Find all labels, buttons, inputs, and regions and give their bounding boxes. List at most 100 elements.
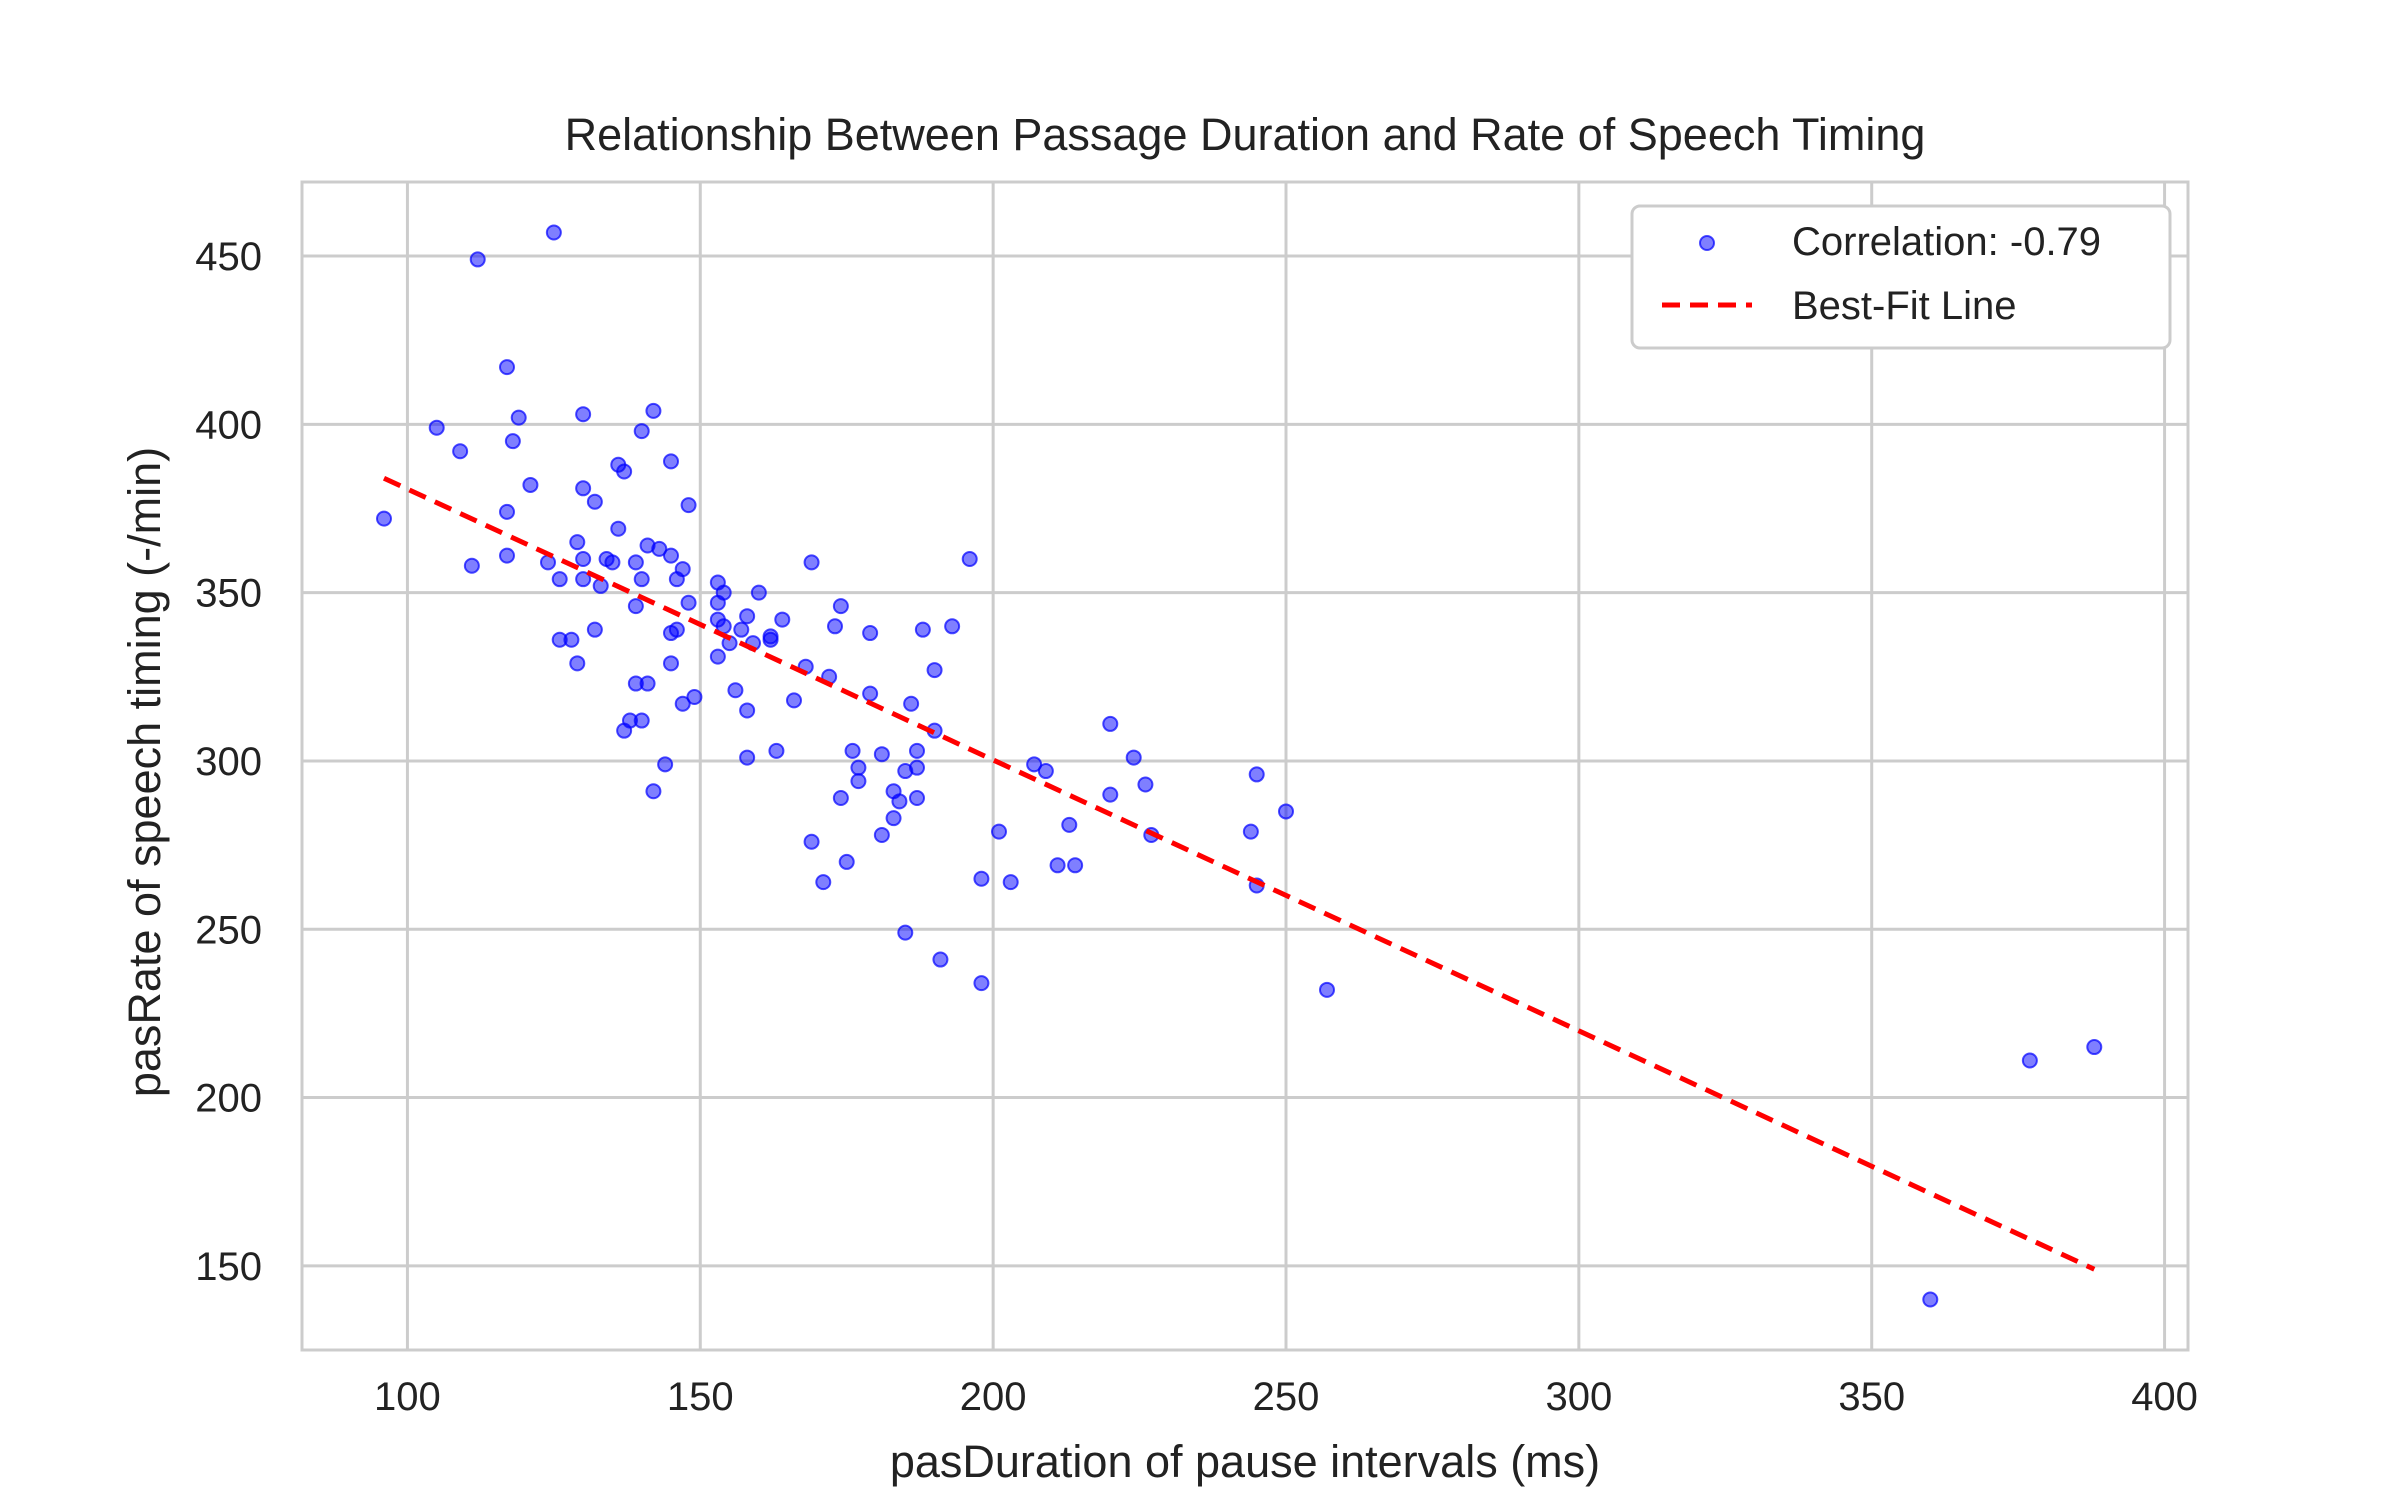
data-point — [627, 554, 644, 571]
y-tick-label: 350 — [195, 572, 262, 616]
data-point — [1137, 776, 1154, 793]
x-tick-label: 400 — [2131, 1375, 2198, 1419]
data-point — [733, 621, 750, 638]
data-point — [663, 655, 679, 672]
data-point — [663, 547, 679, 564]
x-tick-label: 150 — [667, 1375, 734, 1419]
data-point — [1125, 749, 1142, 766]
tick-labels: 100 150 200 250 300 350 400 150 200 250 300 350 400 4… — [195, 235, 2198, 1419]
legend-label-best-fit: Best-Fit Line — [1792, 284, 2017, 328]
data-point — [1278, 803, 1294, 820]
data-point — [873, 827, 890, 844]
data-point — [862, 685, 879, 702]
data-point — [680, 594, 697, 611]
data-point — [674, 561, 691, 578]
data-point — [991, 823, 1007, 840]
data-point — [727, 682, 744, 699]
data-point — [832, 598, 849, 615]
data-point — [909, 742, 925, 759]
data-point — [463, 557, 480, 574]
data-point — [510, 409, 527, 426]
data-point — [1319, 981, 1335, 998]
data-point — [739, 608, 756, 625]
data-point — [651, 540, 668, 557]
data-point — [627, 598, 644, 615]
data-point — [586, 493, 603, 510]
data-point — [932, 951, 949, 968]
y-tick-label: 450 — [195, 235, 262, 279]
data-point — [499, 359, 515, 376]
legend-label-correlation: Correlation: -0.79 — [1792, 220, 2101, 264]
data-point — [657, 756, 674, 773]
x-tick-label: 250 — [1253, 1375, 1320, 1419]
data-point — [909, 759, 925, 776]
legend-box — [1630, 204, 2172, 350]
data-point — [786, 692, 802, 709]
legend: Correlation: -0.79 Best-Fit Line — [1630, 204, 2172, 350]
plot-frame — [300, 180, 2190, 1352]
data-point — [569, 655, 586, 672]
x-tick-label: 100 — [374, 1375, 441, 1419]
data-point — [891, 793, 908, 810]
y-tick-label: 400 — [195, 403, 262, 447]
data-point — [1061, 816, 1078, 833]
data-point — [551, 571, 568, 588]
data-point — [499, 503, 515, 520]
data-point — [1242, 823, 1259, 840]
data-point — [768, 742, 785, 759]
y-tick-label: 150 — [195, 1245, 262, 1289]
data-point — [897, 924, 914, 941]
data-point — [668, 621, 685, 638]
chart-title: Relationship Between Passage Duration an… — [565, 109, 1926, 160]
y-tick-label: 300 — [195, 740, 262, 784]
data-point — [680, 497, 697, 514]
data-point — [1248, 766, 1265, 783]
data-point — [926, 662, 943, 679]
best-fit-line — [382, 475, 2096, 1272]
data-point — [1002, 874, 1019, 891]
y-axis-label: pasRate of speech timing (-/min) — [119, 447, 170, 1097]
data-point — [2021, 1052, 2038, 1069]
data-point — [750, 584, 767, 601]
data-point — [563, 631, 580, 648]
x-tick-label: 300 — [1545, 1375, 1612, 1419]
data-point — [909, 789, 925, 806]
data-point — [540, 554, 556, 571]
data-point — [844, 742, 861, 759]
x-tick-label: 200 — [960, 1375, 1027, 1419]
data-point — [633, 423, 650, 440]
data-point — [1067, 857, 1084, 874]
data-point — [903, 695, 920, 712]
data-point — [645, 402, 662, 419]
data-point — [376, 510, 392, 527]
data-point — [639, 675, 656, 692]
data-point — [469, 251, 486, 268]
data-point — [973, 975, 990, 992]
y-tick-label: 200 — [195, 1077, 262, 1121]
data-point — [850, 773, 867, 790]
best-fit-line-group — [382, 475, 2096, 1272]
data-point — [715, 584, 732, 601]
data-point — [452, 443, 469, 460]
data-point — [961, 550, 978, 567]
data-point — [2086, 1039, 2103, 1056]
data-point — [1037, 763, 1054, 780]
data-point — [815, 874, 832, 891]
data-point — [428, 419, 445, 436]
data-point — [803, 554, 820, 571]
data-point — [973, 870, 990, 887]
data-point — [610, 520, 627, 537]
data-point — [838, 853, 855, 870]
data-point — [944, 618, 961, 635]
data-point — [739, 702, 756, 719]
data-point — [545, 224, 562, 241]
data-point — [850, 759, 867, 776]
grid-lines — [302, 182, 2188, 1350]
data-point — [575, 480, 592, 497]
data-point — [762, 631, 779, 648]
x-tick-label: 350 — [1838, 1375, 1905, 1419]
data-point — [522, 476, 539, 493]
data-point — [686, 688, 703, 705]
data-point — [709, 648, 726, 665]
